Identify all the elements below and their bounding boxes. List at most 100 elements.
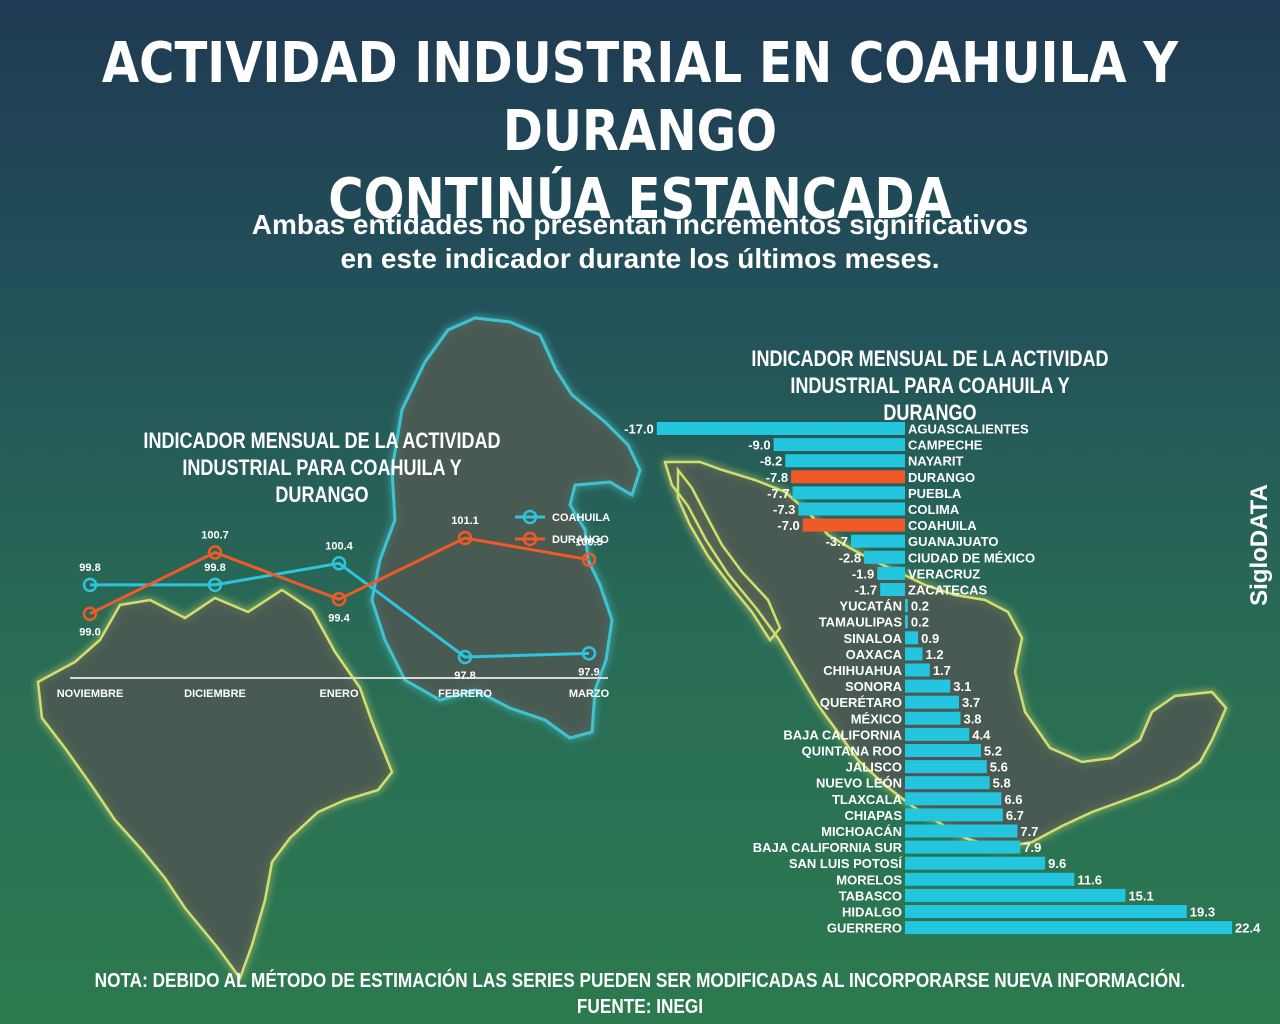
- category-label: CAMPECHE: [908, 438, 983, 453]
- bar: [905, 760, 987, 774]
- bar: [905, 856, 1046, 870]
- data-label: 99.8: [204, 562, 225, 574]
- line-chart-title-line-1: INDICADOR MENSUAL DE LA ACTIVIDAD: [143, 428, 501, 453]
- data-point-durango: [82, 606, 98, 621]
- category-label: TLAXCALA: [832, 792, 903, 807]
- category-label: CIUDAD DE MÉXICO: [908, 550, 1035, 565]
- bar-chart: -17.0 AGUASCALIENTES -9.0 CAMPECHE -8.2 NAYAR…: [624, 422, 1261, 936]
- data-point-coahuila: [457, 649, 473, 665]
- bar: [905, 808, 1003, 822]
- bar: [864, 550, 905, 564]
- bar: [905, 631, 919, 645]
- bar: [905, 840, 1021, 854]
- data-point-coahuila: [207, 577, 223, 593]
- bar: [905, 905, 1187, 918]
- bar: [905, 647, 923, 661]
- series-line-durango: [89, 536, 590, 616]
- bar: [905, 921, 1233, 935]
- bar: [877, 566, 905, 580]
- data-label: 97.9: [578, 666, 599, 678]
- brand-label: SigloDATA: [1246, 484, 1273, 606]
- bar-value-label: 11.6: [1077, 872, 1102, 887]
- bar-value-label: 15.1: [1128, 888, 1153, 903]
- bar-value-label: -17.0: [624, 422, 654, 437]
- bar-value-label: 0.2: [911, 599, 929, 614]
- bar: [905, 888, 1126, 902]
- bar: [656, 422, 905, 435]
- category-label: YUCATÁN: [839, 599, 902, 614]
- bar-value-label: 1.2: [926, 647, 944, 662]
- category-label: GUERRERO: [827, 921, 902, 936]
- bar-value-label: 3.1: [953, 679, 971, 694]
- bar-value-label: 22.4: [1235, 921, 1261, 936]
- legend-label: COAHUILA: [552, 512, 610, 524]
- data-point-durango: [457, 530, 473, 546]
- line-chart-title: INDICADOR MENSUAL DE LA ACTIVIDAD INDUST…: [142, 427, 503, 508]
- data-label: 100.7: [201, 529, 229, 541]
- bar: [905, 872, 1075, 886]
- footer-source: FUENTE: INEGI: [576, 996, 704, 1018]
- bar-value-label: -2.8: [839, 550, 861, 565]
- data-point-durango: [581, 552, 597, 567]
- category-label: GUANAJUATO: [908, 534, 999, 549]
- x-tick-label: DICIEMBRE: [184, 688, 246, 700]
- category-label: OAXACA: [846, 647, 903, 662]
- category-label: QUERÉTARO: [820, 695, 902, 710]
- category-label: MÉXICO: [851, 711, 902, 726]
- bar-value-label: 1.7: [933, 663, 951, 678]
- data-point-coahuila: [82, 577, 98, 593]
- bar: [905, 824, 1018, 838]
- data-point-durango: [207, 545, 223, 560]
- category-label: COAHUILA: [908, 518, 977, 533]
- bar: [792, 486, 905, 500]
- durango-map-shape: [36, 588, 394, 981]
- category-label: NUEVO LEÓN: [816, 776, 902, 791]
- bar-value-label: -3.7: [826, 534, 848, 549]
- category-label: CHIAPAS: [844, 808, 902, 823]
- category-label: CHIHUAHUA: [823, 663, 902, 678]
- category-label: MORELOS: [836, 872, 902, 887]
- bar-value-label: -8.2: [760, 454, 782, 469]
- legend-marker: [522, 509, 538, 525]
- category-label: DURANGO: [908, 470, 975, 485]
- category-label: TAMAULIPAS: [819, 615, 903, 630]
- category-label: TABASCO: [839, 888, 902, 903]
- data-label: 101.1: [451, 515, 479, 527]
- category-label: HIDALGO: [842, 905, 902, 920]
- subheadline-line-2: en este indicador durante los últimos me…: [340, 243, 940, 274]
- legend-label: DURANGO: [552, 534, 609, 546]
- footer-note: NOTA: DEBIDO AL MÉTODO DE ESTIMACIÓN LAS…: [94, 970, 1186, 992]
- bar-value-label: 5.6: [990, 760, 1008, 775]
- x-tick-label: MARZO: [569, 688, 610, 700]
- bar: [798, 502, 905, 516]
- category-label: AGUASCALIENTES: [908, 422, 1029, 437]
- category-label: SINALOA: [844, 631, 903, 646]
- bar: [905, 727, 970, 741]
- bar: [785, 454, 905, 468]
- subheadline-line-1: Ambas entidades no presentan incrementos…: [251, 209, 1029, 240]
- category-label: SAN LUIS POTOSÍ: [789, 856, 903, 871]
- bar: [880, 583, 905, 596]
- category-label: ZACATECAS: [908, 583, 988, 598]
- category-label: COLIMA: [908, 502, 960, 517]
- subheadline: Ambas entidades no presentan incrementos…: [0, 208, 1280, 276]
- bar-value-label: 5.2: [984, 744, 1002, 759]
- bar-value-label: 3.8: [963, 711, 981, 726]
- series-line-coahuila: [90, 561, 590, 659]
- bar-value-label: 7.7: [1020, 824, 1038, 839]
- bar: [850, 534, 905, 548]
- line-chart: NOVIEMBRE DICIEMBRE ENERO FEBRERO MARZO 99.8 9…: [57, 509, 610, 700]
- bar-chart-title: INDICADOR MENSUAL DE LA ACTIVIDAD INDUST…: [750, 345, 1111, 426]
- data-label: 99.8: [79, 562, 100, 574]
- bar-value-label: -7.3: [773, 502, 795, 517]
- bar-value-label: 3.7: [962, 695, 980, 710]
- bar-value-label: 4.4: [972, 727, 991, 742]
- bar: [905, 599, 908, 613]
- bar-value-label: 19.3: [1190, 905, 1215, 920]
- footer: NOTA: DEBIDO AL MÉTODO DE ESTIMACIÓN LAS…: [90, 968, 1191, 1020]
- category-label: VERACRUZ: [908, 566, 980, 581]
- bar-value-label: 6.7: [1006, 808, 1024, 823]
- headline-line-2: CONTINÚA ESTANCADA: [328, 167, 952, 232]
- bar-chart-title-line-1: INDICADOR MENSUAL DE LA ACTIVIDAD: [751, 346, 1109, 371]
